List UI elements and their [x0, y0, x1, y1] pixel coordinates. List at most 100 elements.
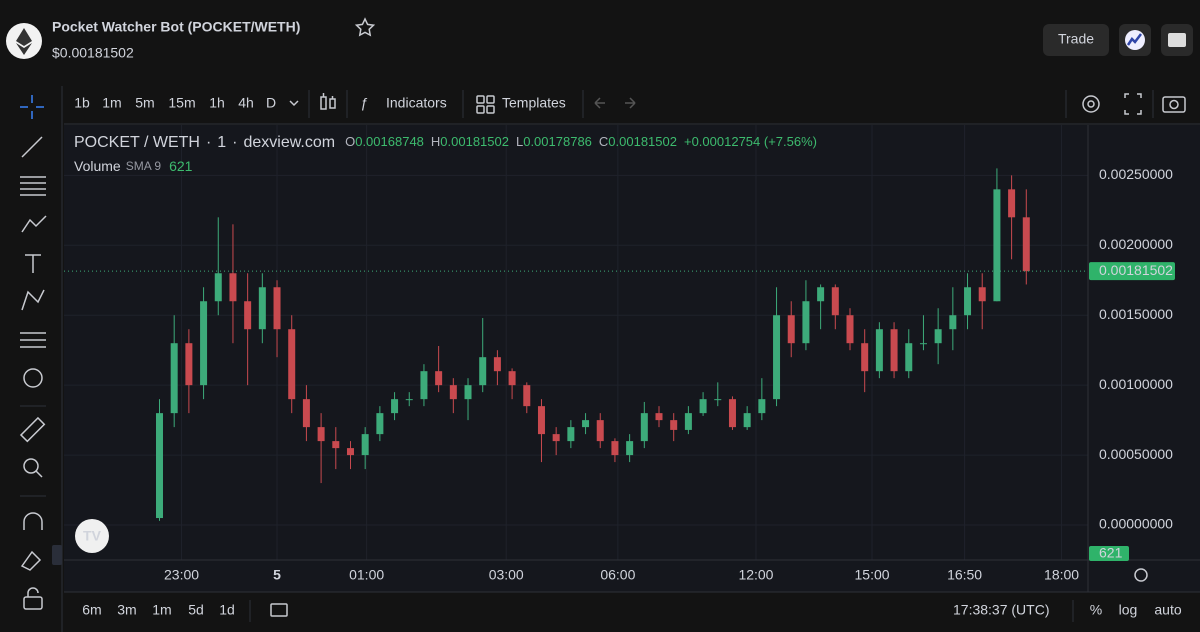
zoom-handle: [35, 470, 43, 478]
legend-text: 0.00181502: [440, 134, 509, 149]
legend-text: +0.00012754 (+7.56%): [684, 134, 817, 149]
text-tool[interactable]: [25, 254, 41, 273]
undo-icon[interactable]: [594, 97, 605, 109]
candle-type-icon[interactable]: [320, 93, 336, 110]
templates-button[interactable]: Templates: [502, 95, 566, 111]
lock-shackle: [27, 587, 39, 597]
candle-body: [964, 287, 972, 316]
candle-body: [273, 287, 281, 330]
candle-body: [1008, 189, 1016, 218]
candle-body: [978, 287, 986, 302]
interval-button[interactable]: 1h: [209, 95, 225, 111]
candle-body: [905, 343, 913, 372]
legend-text: H: [431, 134, 440, 149]
clock[interactable]: 17:38:37 (UTC): [953, 602, 1049, 618]
candle-body: [346, 448, 354, 456]
prediction-tool[interactable]: [20, 332, 46, 348]
candle-body: [155, 413, 163, 519]
candles: [64, 168, 1088, 521]
fullscreen-icon[interactable]: [1124, 93, 1142, 115]
settings-icon[interactable]: [1082, 95, 1100, 113]
log-toggle[interactable]: log: [1119, 602, 1138, 618]
brush-tool[interactable]: [21, 215, 47, 233]
x-tick-label: 15:00: [855, 567, 890, 583]
axes: 0.00000000 0.00050000 0.00100000 0.00150000…: [164, 166, 1175, 583]
emoji-tool[interactable]: [23, 368, 43, 388]
interval-button[interactable]: 4h: [238, 95, 254, 111]
candle-body: [773, 315, 781, 400]
favorite-star[interactable]: [354, 17, 376, 37]
candle-body: [728, 399, 736, 428]
symbol-legend: POCKET / WETH · 1 · dexview.com O0.00168748 H0…: [74, 134, 817, 151]
x-tick-label: 06:00: [600, 567, 635, 583]
crosshair-tool[interactable]: [20, 95, 44, 119]
date-range-icon[interactable]: [270, 603, 288, 617]
candle-body: [537, 406, 545, 435]
candle-body: [552, 434, 560, 442]
candle-body: [640, 413, 648, 442]
range-group: 6m 3m 1m 5d 1d: [82, 602, 235, 618]
screenshot-lens: [1169, 99, 1179, 110]
auto-toggle[interactable]: auto: [1154, 602, 1181, 618]
trendline-tool[interactable]: [21, 136, 43, 158]
range-button[interactable]: 5d: [188, 602, 204, 618]
lock-tool[interactable]: [23, 596, 43, 610]
candle-body: [596, 420, 604, 442]
range-button[interactable]: 1d: [219, 602, 235, 618]
trade-button[interactable]: [1043, 24, 1109, 56]
candle-body: [655, 413, 663, 421]
candle-body: [699, 399, 707, 414]
percent-toggle[interactable]: %: [1090, 602, 1102, 618]
candle-body: [302, 399, 310, 428]
range-button[interactable]: 3m: [117, 602, 136, 618]
lock-draw-tool[interactable]: [20, 550, 42, 571]
screenshot-icon[interactable]: [1162, 96, 1186, 113]
left-tools: [19, 95, 47, 610]
candle-body: [244, 301, 252, 330]
axis-settings[interactable]: [1134, 568, 1148, 582]
candle-body: [288, 329, 296, 400]
candle-body: [831, 287, 839, 316]
y-tick-label: 0.00150000: [1099, 306, 1173, 322]
fib-tool[interactable]: [20, 176, 46, 196]
interval-dropdown[interactable]: [289, 100, 299, 107]
tv-logo-mark: TV: [83, 528, 102, 544]
ruler-tool[interactable]: [19, 416, 46, 443]
templates-icon[interactable]: [476, 95, 495, 114]
indicators-button[interactable]: Indicators: [386, 95, 447, 111]
collapse-toggle[interactable]: [52, 545, 62, 565]
candle-body: [405, 399, 413, 401]
wallet-icon: [1168, 33, 1186, 47]
candle-body: [611, 441, 619, 456]
y-tick-label: 0.00250000: [1099, 166, 1173, 182]
candle-body: [861, 343, 869, 372]
fx-icon[interactable]: ƒ: [360, 95, 368, 111]
legend-text: Volume: [74, 158, 121, 174]
candle-body: [919, 343, 927, 345]
interval-button[interactable]: 1m: [102, 95, 121, 111]
zoom-tool[interactable]: [23, 458, 39, 474]
legend-text: 621: [169, 158, 193, 174]
candle-body: [361, 434, 369, 456]
interval-button[interactable]: D: [266, 95, 276, 111]
legend-text: L: [516, 134, 523, 149]
interval-button[interactable]: 5m: [135, 95, 154, 111]
pattern-tool[interactable]: [21, 289, 45, 311]
last-price-box: [1089, 262, 1175, 281]
range-button[interactable]: 6m: [82, 602, 101, 618]
range-button[interactable]: 1m: [152, 602, 171, 618]
legend-text: SMA 9: [126, 159, 162, 173]
interval-button[interactable]: 1b: [74, 95, 90, 111]
legend-text: 1: [217, 134, 226, 151]
candle-body: [1022, 217, 1030, 272]
interval-button[interactable]: 15m: [168, 95, 195, 111]
candle-body: [170, 343, 178, 414]
magnet-tool[interactable]: [23, 512, 43, 530]
candle-body: [493, 357, 501, 372]
redo-icon[interactable]: [625, 97, 636, 109]
grid: [64, 125, 1088, 560]
candle-body: [185, 343, 193, 386]
candle-body: [626, 441, 634, 456]
volume-axis-label: 621: [1099, 545, 1123, 561]
